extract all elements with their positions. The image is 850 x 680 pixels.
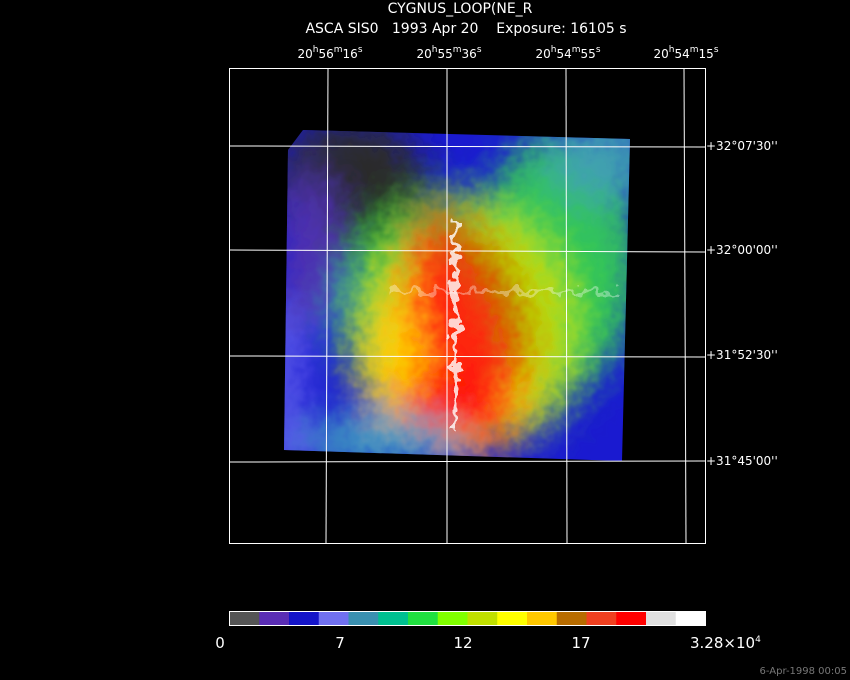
timestamp: 6-Apr-1998 00:05 — [759, 666, 847, 677]
subtitle: ASCA SIS0 1993 Apr 20 Exposure: 16105 s — [305, 21, 627, 37]
colorbar-max-label: 3.28×104 — [690, 636, 761, 651]
colorbar-label: 17 — [571, 634, 591, 652]
colorbar — [229, 611, 706, 626]
colorbar-swatch — [616, 611, 647, 626]
colorbar-label: 12 — [453, 634, 473, 652]
ra-label: 20h55m36s — [416, 45, 482, 61]
colorbar-label: 0 — [215, 634, 225, 652]
ra-unit: h — [550, 45, 557, 55]
x-ray-image — [284, 130, 630, 461]
mantissa: 3.28×10 — [690, 634, 756, 652]
ra-value: 20 — [535, 47, 551, 61]
colorbar-swatch — [408, 611, 439, 626]
colorbar-swatch — [318, 611, 349, 626]
title: CYGNUS_LOOP(NE_R — [387, 1, 533, 17]
ra-label: 20h54m55s — [535, 45, 601, 61]
colorbar-swatch — [259, 611, 290, 626]
ra-unit: m — [689, 45, 699, 55]
colorbar-swatch — [527, 611, 558, 626]
colorbar-swatch — [556, 611, 587, 626]
ra-unit: h — [668, 45, 675, 55]
ra-value: 54 — [674, 47, 690, 61]
ra-value: 54 — [556, 47, 572, 61]
ra-value: 15 — [698, 47, 714, 61]
colorbar-swatch — [229, 611, 260, 626]
ra-unit: m — [452, 45, 462, 55]
ra-value: 36 — [461, 47, 477, 61]
coordinate-grid — [228, 67, 706, 544]
colorbar-swatch — [289, 611, 320, 626]
ra-unit: s — [476, 45, 482, 55]
ra-unit: s — [595, 45, 601, 55]
ra-value: 16 — [342, 47, 358, 61]
ra-unit: s — [357, 45, 363, 55]
colorbar-swatch — [467, 611, 498, 626]
ra-value: 55 — [437, 47, 453, 61]
ra-value: 20 — [416, 47, 432, 61]
colorbar-swatch — [378, 611, 409, 626]
colorbar-swatch — [586, 611, 617, 626]
ra-unit: m — [571, 45, 581, 55]
ra-unit: h — [431, 45, 438, 55]
ra-label: 20h56m16s — [297, 45, 363, 61]
ra-label: 20h54m15s — [653, 45, 719, 61]
colorbar-swatch — [646, 611, 677, 626]
dec-label: +32°00'00'' — [706, 243, 778, 257]
ra-unit: h — [312, 45, 319, 55]
ra-value: 56 — [318, 47, 334, 61]
colorbar-frame — [229, 611, 706, 626]
colorbar-swatch — [497, 611, 528, 626]
colorbar-swatch — [348, 611, 379, 626]
dec-label: +31°45'00'' — [706, 454, 778, 468]
ra-value: 55 — [580, 47, 596, 61]
colorbar-swatch — [437, 611, 468, 626]
exponent: 4 — [755, 635, 761, 645]
ra-value: 20 — [653, 47, 669, 61]
dec-label: +31°52'30'' — [706, 348, 778, 362]
ra-unit: s — [713, 45, 719, 55]
ra-unit: m — [333, 45, 343, 55]
ra-value: 20 — [297, 47, 313, 61]
colorbar-swatch — [675, 611, 706, 626]
dec-label: +32°07'30'' — [706, 139, 778, 153]
colorbar-label: 7 — [335, 634, 345, 652]
